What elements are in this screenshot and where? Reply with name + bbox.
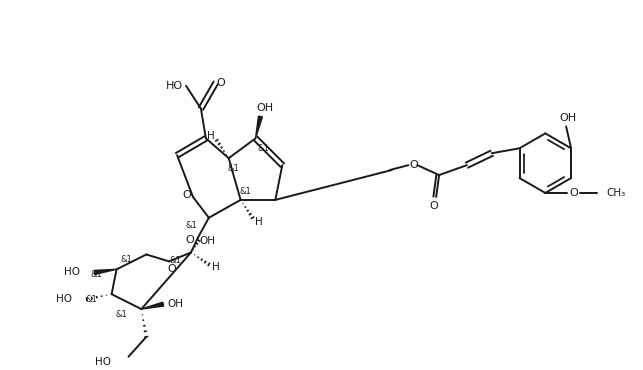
Polygon shape (255, 116, 262, 138)
Text: HO: HO (165, 81, 183, 91)
Text: HO: HO (64, 268, 80, 278)
Text: &1: &1 (240, 188, 251, 196)
Text: OH: OH (199, 236, 215, 246)
Text: H: H (207, 131, 215, 141)
Text: OH: OH (257, 102, 274, 112)
Text: &1: &1 (116, 310, 127, 319)
Text: &1: &1 (86, 295, 98, 304)
Text: &1: &1 (121, 255, 132, 264)
Polygon shape (95, 269, 116, 274)
Text: O: O (183, 190, 192, 200)
Text: O: O (430, 201, 439, 211)
Text: O: O (217, 78, 225, 88)
Polygon shape (141, 302, 163, 309)
Text: &1: &1 (169, 256, 181, 265)
Text: &1: &1 (258, 144, 269, 153)
Text: O: O (570, 188, 579, 198)
Text: CH₃: CH₃ (607, 188, 626, 198)
Text: H: H (255, 217, 262, 227)
Text: H: H (212, 262, 220, 272)
Text: O: O (168, 264, 177, 275)
Text: O: O (409, 160, 418, 170)
Text: O: O (186, 235, 194, 245)
Text: &1: &1 (91, 270, 103, 279)
Text: HO: HO (56, 294, 72, 304)
Text: &1: &1 (228, 164, 240, 173)
Text: HO: HO (95, 357, 111, 367)
Text: OH: OH (167, 299, 183, 309)
Text: OH: OH (559, 112, 577, 122)
Text: &1: &1 (185, 221, 197, 230)
